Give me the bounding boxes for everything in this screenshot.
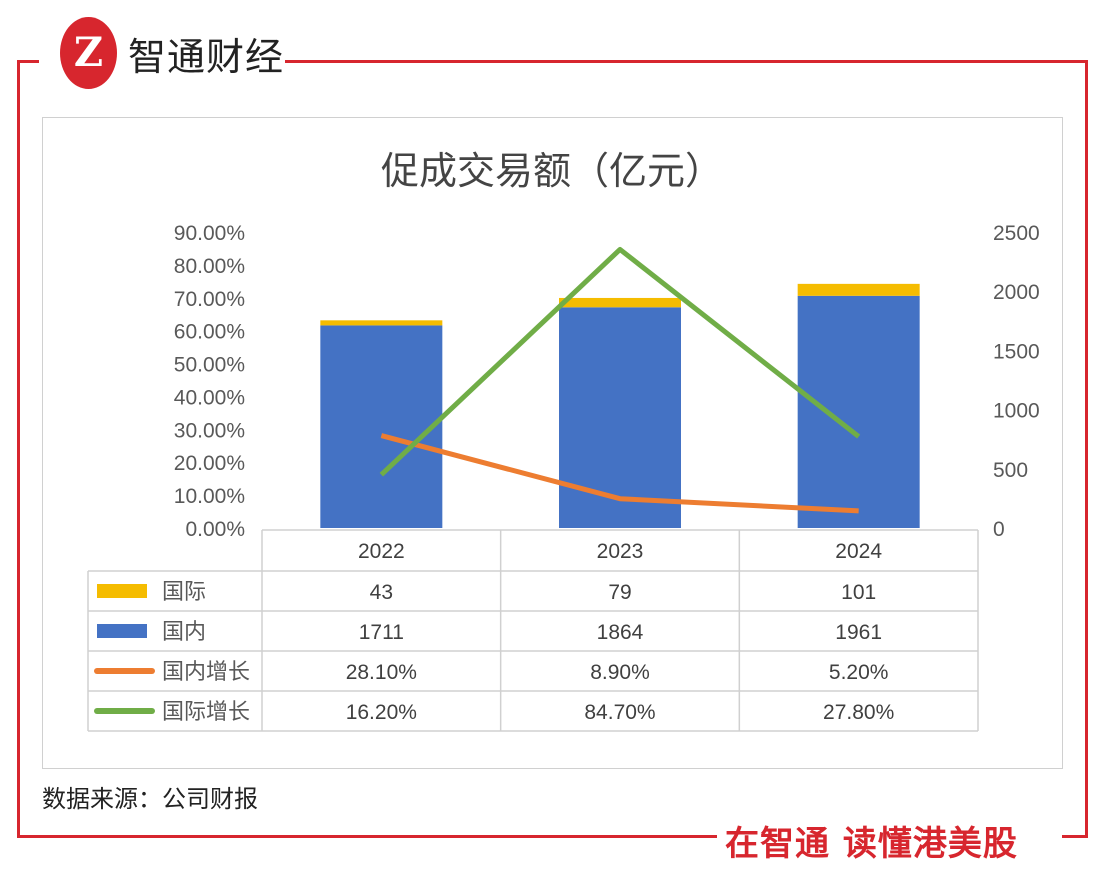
bar-国际-2022 bbox=[320, 320, 443, 326]
table-cell: 43 bbox=[370, 581, 393, 604]
bar-国内-2024 bbox=[797, 295, 920, 528]
frame-bottom-right bbox=[1062, 835, 1088, 838]
x-axis-tick: 2024 bbox=[835, 540, 882, 563]
slogan: 在智通 读懂港美股 bbox=[725, 824, 1018, 864]
table-cell: 1864 bbox=[597, 621, 644, 644]
table-cell: 1711 bbox=[359, 621, 404, 644]
legend-label: 国际 bbox=[162, 579, 206, 604]
bar-国内-2022 bbox=[320, 325, 443, 528]
left-axis-tick: 30.00% bbox=[174, 419, 245, 442]
table-cell: 101 bbox=[841, 581, 876, 604]
x-axis-tick: 2023 bbox=[597, 540, 644, 563]
table-cell: 8.90% bbox=[590, 661, 650, 684]
legend-label: 国内增长 bbox=[162, 659, 250, 684]
frame-bottom-left bbox=[17, 835, 717, 838]
left-axis-tick: 90.00% bbox=[174, 222, 245, 245]
right-axis-tick: 2500 bbox=[993, 222, 1040, 245]
legend-label: 国内 bbox=[162, 619, 206, 644]
brand-name: 智通财经 bbox=[128, 35, 285, 79]
right-axis-tick: 1500 bbox=[993, 340, 1040, 363]
legend-swatch-国内 bbox=[97, 624, 147, 638]
table-cell: 5.20% bbox=[829, 661, 889, 684]
frame-top-right bbox=[285, 60, 1088, 63]
right-axis-tick: 2000 bbox=[993, 281, 1040, 304]
left-axis-tick: 10.00% bbox=[174, 485, 245, 508]
left-axis-tick: 70.00% bbox=[174, 288, 245, 311]
table-cell: 16.20% bbox=[346, 701, 417, 724]
left-axis-tick: 40.00% bbox=[174, 386, 245, 409]
legend-label: 国际增长 bbox=[162, 699, 250, 724]
frame-left bbox=[17, 60, 20, 838]
table-cell: 84.70% bbox=[584, 701, 655, 724]
left-axis-tick: 0.00% bbox=[185, 518, 245, 541]
left-axis-tick: 20.00% bbox=[174, 452, 245, 475]
right-axis-tick: 1000 bbox=[993, 400, 1040, 423]
left-axis-tick: 60.00% bbox=[174, 321, 245, 344]
bar-国际-2024 bbox=[797, 283, 920, 296]
left-axis-tick: 50.00% bbox=[174, 354, 245, 377]
bar-国内-2023 bbox=[559, 307, 681, 528]
chart-title: 促成交易额（亿元） bbox=[380, 149, 723, 193]
table-cell: 79 bbox=[608, 581, 631, 604]
bar-国际-2023 bbox=[559, 297, 681, 308]
frame-top-left bbox=[17, 60, 39, 63]
table-cell: 27.80% bbox=[823, 701, 894, 724]
x-axis-tick: 2022 bbox=[358, 540, 405, 563]
table-cell: 1961 bbox=[835, 621, 882, 644]
logo-mark: Z bbox=[60, 17, 117, 89]
right-axis-tick: 500 bbox=[993, 459, 1028, 482]
legend-swatch-国际 bbox=[97, 584, 147, 598]
frame-right bbox=[1085, 60, 1088, 838]
data-source: 数据来源：公司财报 bbox=[42, 785, 258, 813]
left-axis-tick: 80.00% bbox=[174, 255, 245, 278]
right-axis-tick: 0 bbox=[993, 518, 1005, 541]
table-cell: 28.10% bbox=[346, 661, 417, 684]
